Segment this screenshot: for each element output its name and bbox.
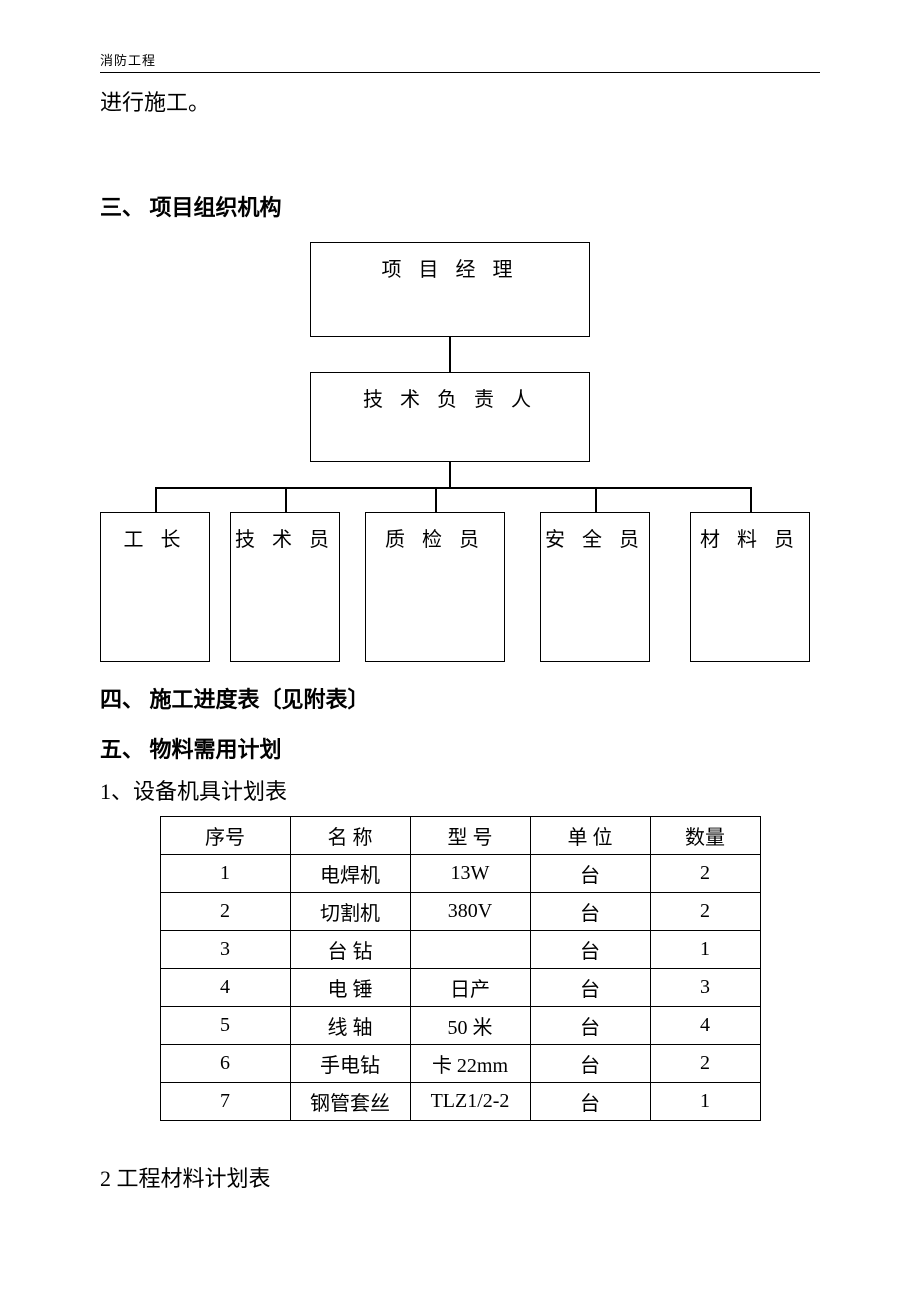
td: 台 钻: [290, 931, 410, 969]
intro-tail-text: 进行施工。: [100, 85, 820, 120]
th-4: 数量: [650, 817, 760, 855]
org-label-leaf-1: 技 术 员: [235, 529, 335, 551]
td: 5: [160, 1007, 290, 1045]
td: 电焊机: [290, 855, 410, 893]
td: 切割机: [290, 893, 410, 931]
td: 3: [160, 931, 290, 969]
td: 4: [160, 969, 290, 1007]
td: 3: [650, 969, 760, 1007]
td: 台: [530, 931, 650, 969]
td: 台: [530, 1007, 650, 1045]
org-label-leaf-4: 材 料 员: [700, 529, 800, 551]
th-3: 单 位: [530, 817, 650, 855]
section-5-sub2: 2 工程材料计划表: [100, 1161, 820, 1193]
org-label-manager: 项 目 经 理: [382, 259, 519, 281]
table-row: 3 台 钻 台 1: [160, 931, 760, 969]
org-chart: 项 目 经 理 技 术 负 责 人 工 长 技 术 员 质 检 员 安 全 员 …: [100, 242, 820, 662]
th-1: 名 称: [290, 817, 410, 855]
table-row: 7 钢管套丝 TLZ1/2-2 台 1: [160, 1083, 760, 1121]
td: 台: [530, 969, 650, 1007]
org-drop-3: [595, 487, 597, 512]
td: 台: [530, 855, 650, 893]
section-4-heading: 四、 施工进度表〔见附表〕: [100, 682, 820, 714]
org-box-leaf-2: 质 检 员: [365, 512, 505, 662]
section-3-heading: 三、 项目组织机构: [100, 190, 820, 222]
table-row: 4 电 锤 日产 台 3: [160, 969, 760, 1007]
td: 6: [160, 1045, 290, 1083]
org-box-manager: 项 目 经 理: [310, 242, 590, 337]
td: 1: [160, 855, 290, 893]
td: 380V: [410, 893, 530, 931]
equipment-table: 序号 名 称 型 号 单 位 数量 1 电焊机 13W 台 2 2 切割机 38…: [160, 816, 761, 1121]
td: 日产: [410, 969, 530, 1007]
org-line-top-mid: [449, 337, 451, 372]
org-box-leaf-3: 安 全 员: [540, 512, 650, 662]
org-label-leaf-2: 质 检 员: [385, 529, 485, 551]
org-box-leaf-4: 材 料 员: [690, 512, 810, 662]
td: 台: [530, 893, 650, 931]
org-drop-0: [155, 487, 157, 512]
td: 13W: [410, 855, 530, 893]
td: 7: [160, 1083, 290, 1121]
td: 1: [650, 1083, 760, 1121]
td: 1: [650, 931, 760, 969]
table-row: 1 电焊机 13W 台 2: [160, 855, 760, 893]
td: 4: [650, 1007, 760, 1045]
td: 50 米: [410, 1007, 530, 1045]
org-label-leaf-0: 工 长: [124, 529, 187, 551]
td: 2: [160, 893, 290, 931]
org-box-tech-lead: 技 术 负 责 人: [310, 372, 590, 462]
org-hline: [155, 487, 752, 489]
org-line-mid-hbar: [449, 462, 451, 487]
td: 2: [650, 855, 760, 893]
td: 电 锤: [290, 969, 410, 1007]
th-0: 序号: [160, 817, 290, 855]
td: 钢管套丝: [290, 1083, 410, 1121]
org-drop-4: [750, 487, 752, 512]
org-label-leaf-3: 安 全 员: [545, 529, 645, 551]
td: 2: [650, 893, 760, 931]
table-header-row: 序号 名 称 型 号 单 位 数量: [160, 817, 760, 855]
table-row: 2 切割机 380V 台 2: [160, 893, 760, 931]
table-row: 6 手电钻 卡 22mm 台 2: [160, 1045, 760, 1083]
td: 台: [530, 1045, 650, 1083]
table-body: 1 电焊机 13W 台 2 2 切割机 380V 台 2 3 台 钻 台 1 4…: [160, 855, 760, 1121]
page-header: 消防工程: [100, 50, 820, 73]
org-box-leaf-1: 技 术 员: [230, 512, 340, 662]
td: 台: [530, 1083, 650, 1121]
td: 手电钻: [290, 1045, 410, 1083]
th-2: 型 号: [410, 817, 530, 855]
section-5-heading: 五、 物料需用计划: [100, 732, 820, 764]
td: 卡 22mm: [410, 1045, 530, 1083]
org-label-tech-lead: 技 术 负 责 人: [363, 389, 537, 411]
table-row: 5 线 轴 50 米 台 4: [160, 1007, 760, 1045]
org-drop-1: [285, 487, 287, 512]
org-box-leaf-0: 工 长: [100, 512, 210, 662]
td: 线 轴: [290, 1007, 410, 1045]
org-drop-2: [435, 487, 437, 512]
header-category: 消防工程: [100, 53, 156, 68]
td: TLZ1/2-2: [410, 1083, 530, 1121]
td: [410, 931, 530, 969]
td: 2: [650, 1045, 760, 1083]
section-5-sub1: 1、设备机具计划表: [100, 774, 820, 806]
